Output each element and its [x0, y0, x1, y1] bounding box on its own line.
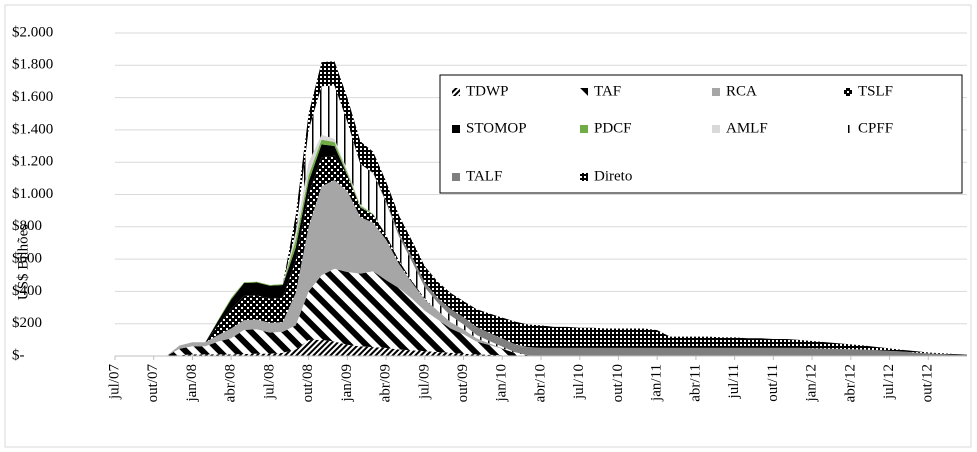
y-tick-label: $1.800: [12, 57, 53, 73]
legend-label: STOMOP: [466, 120, 527, 136]
legend-label: PDCF: [594, 120, 632, 136]
x-tick-label: jan/08: [184, 364, 200, 403]
x-tick-label: jul/12: [881, 364, 897, 400]
legend-swatch: [452, 125, 460, 133]
x-tick-label: jan/12: [804, 364, 820, 403]
x-tick-label: jan/09: [339, 364, 355, 403]
x-tick-label: jan/11: [649, 364, 665, 402]
legend-swatch: [712, 125, 720, 133]
legend-swatch: [844, 125, 852, 133]
x-tick-label: jul/10: [571, 364, 587, 400]
legend-swatch: [580, 125, 588, 133]
x-tick-label: jul/11: [726, 364, 742, 399]
x-tick-label: jan/10: [494, 364, 510, 403]
x-tick-label: out/09: [455, 364, 471, 402]
legend-label: RCA: [726, 83, 757, 99]
x-tick-label: abr/11: [687, 364, 703, 402]
x-tick-label: out/10: [610, 364, 626, 402]
x-tick-label: abr/09: [378, 364, 394, 402]
area: [115, 179, 967, 356]
y-tick-label: $800: [12, 218, 42, 234]
legend-swatch: [844, 88, 852, 96]
x-tick-label: out/12: [920, 364, 936, 402]
legend-label: TDWP: [466, 83, 509, 99]
legend-box: [439, 74, 963, 194]
x-tick-label: abr/08: [223, 364, 239, 402]
y-tick-label: $-: [12, 347, 25, 363]
legend-swatch: [580, 88, 588, 96]
legend-swatch: [580, 173, 588, 181]
x-tick-label: out/11: [765, 364, 781, 402]
x-tick-label: jul/09: [416, 364, 432, 400]
y-tick-label: $1.600: [12, 89, 53, 105]
legend: TDWP TAF RCA TSLF STOMOP PDCF AMLF CPFF TALF Dire…: [439, 74, 963, 194]
legend-label: CPFF: [858, 120, 893, 136]
legend-swatch: [712, 88, 720, 96]
y-tick-label: $200: [12, 315, 42, 331]
x-tick-label: out/07: [145, 364, 161, 403]
area: [115, 268, 967, 356]
x-tick-label: jul/08: [261, 364, 277, 400]
y-axis-label: US$ Bilhões: [15, 224, 31, 300]
legend-label: AMLF: [726, 120, 768, 136]
y-tick-label: $600: [12, 251, 42, 267]
y-tick-label: $1.200: [12, 154, 53, 170]
y-tick-label: $1.400: [12, 121, 53, 137]
legend-label: Direto: [594, 168, 632, 184]
legend-label: TSLF: [858, 83, 893, 99]
x-tick-label: jul/07: [106, 364, 122, 401]
area: [115, 339, 967, 356]
y-tick-label: $400: [12, 283, 42, 299]
y-tick-label: $1.000: [12, 186, 53, 202]
x-tick-label: abr/12: [842, 364, 858, 402]
legend-swatch: [452, 173, 460, 181]
y-tick-label: $2.000: [12, 24, 53, 40]
x-tick-label: abr/10: [532, 364, 548, 402]
legend-swatch: [452, 88, 460, 96]
legend-label: TAF: [594, 83, 621, 99]
legend-label: TALF: [466, 168, 502, 184]
x-tick-label: out/08: [300, 364, 316, 402]
